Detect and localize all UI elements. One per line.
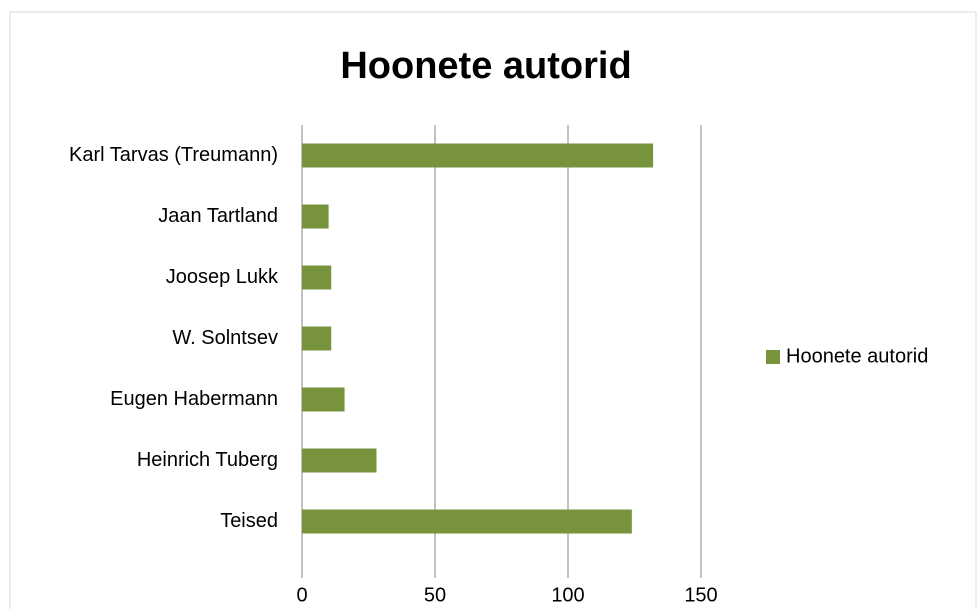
legend-swatch xyxy=(766,350,780,364)
bar xyxy=(302,326,332,351)
x-tick-label: 150 xyxy=(684,584,717,606)
y-tick-label: Eugen Habermann xyxy=(110,388,278,410)
y-tick-label: Joosep Lukk xyxy=(166,266,279,288)
chart-title: Hoonete autorid xyxy=(340,45,631,87)
y-tick-label: W. Solntsev xyxy=(172,327,278,349)
x-tick-label: 100 xyxy=(551,584,584,606)
bar xyxy=(302,387,345,412)
bar xyxy=(302,509,632,534)
bar xyxy=(302,265,332,290)
y-tick-label: Karl Tarvas (Treumann) xyxy=(69,144,278,166)
y-tick-label: Heinrich Tuberg xyxy=(137,449,278,471)
y-tick-label: Teised xyxy=(220,510,278,532)
x-tick-label: 0 xyxy=(296,584,307,606)
y-tick-label: Jaan Tartland xyxy=(158,205,278,227)
bar xyxy=(302,448,377,473)
bar xyxy=(302,204,329,229)
x-tick-label: 50 xyxy=(424,584,446,606)
bar xyxy=(302,143,654,168)
legend-label: Hoonete autorid xyxy=(786,345,928,367)
